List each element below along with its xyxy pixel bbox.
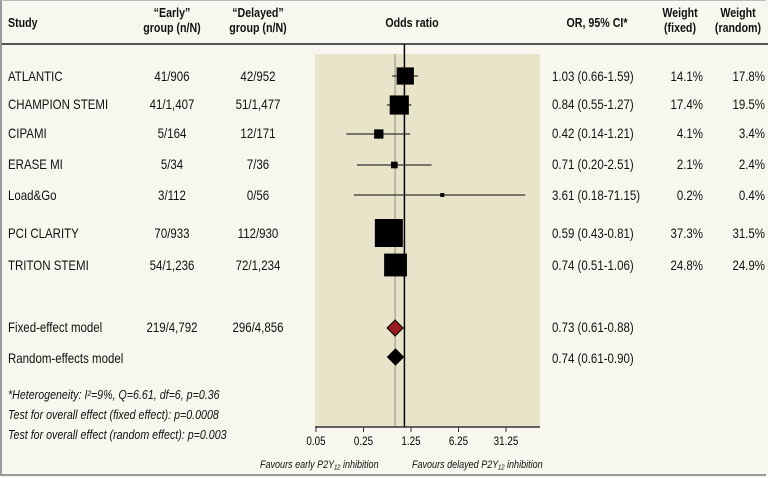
header-weight-random-line1: Weight (720, 5, 756, 20)
delayed-count: 0/56 (246, 187, 270, 203)
summary-model-name: Random-effects model (8, 350, 124, 366)
header-delayed-line2: group (n/N) (229, 20, 287, 35)
weight-fixed-value: 24.8% (670, 257, 703, 273)
study-marker (396, 67, 414, 85)
header-weight-fixed: Weight (fixed) (658, 5, 702, 35)
weight-random-value: 31.5% (732, 225, 765, 241)
early-count: 70/933 (154, 225, 190, 241)
x-tick-label: 1.25 (401, 435, 420, 448)
plot-background (315, 54, 540, 427)
study-marker (374, 219, 403, 247)
summary-delayed-count: 296/4,856 (232, 319, 284, 335)
summary-or-ci-value: 0.73 (0.61-0.88) (552, 319, 634, 335)
favours-early-label: Favours early P2Y₁₂ inhibition (260, 459, 379, 471)
early-count: 5/164 (157, 125, 187, 141)
delayed-count: 42/952 (240, 68, 276, 84)
delayed-count: 51/1,477 (235, 96, 281, 112)
header-weight-fixed-line2: (fixed) (664, 20, 696, 35)
weight-random-value: 3.4% (738, 125, 765, 141)
header-early: “Early” group (n/N) (139, 5, 205, 35)
or-ci-value: 0.71 (0.20-2.51) (552, 156, 634, 172)
weight-fixed-value: 14.1% (670, 68, 703, 84)
header-or-ci: OR, 95% CI* (566, 15, 628, 30)
x-tick-label: 0.25 (354, 435, 373, 448)
study-marker (389, 95, 409, 115)
weight-fixed-value: 4.1% (676, 125, 703, 141)
weight-random-value: 2.4% (738, 156, 765, 172)
or-ci-value: 1.03 (0.66-1.59) (552, 68, 634, 84)
early-count: 54/1,236 (149, 257, 195, 273)
study-name: Load&Go (8, 187, 57, 203)
x-tick-label: 31.25 (494, 435, 519, 448)
header-early-line2: group (n/N) (143, 20, 201, 35)
x-tick-label: 6.25 (449, 435, 468, 448)
weight-fixed-value: 17.4% (670, 96, 703, 112)
study-name: ERASE MI (8, 156, 63, 172)
header-divider (2, 43, 768, 45)
pooled-diamond (386, 348, 405, 366)
study-marker (440, 193, 445, 197)
delayed-count: 72/1,234 (235, 257, 281, 273)
header-weight-fixed-line1: Weight (662, 5, 698, 20)
summary-early-count: 219/4,792 (146, 319, 198, 335)
footnote-random-effect: Test for overall effect (random effect):… (8, 427, 227, 442)
weight-fixed-value: 37.3% (670, 225, 703, 241)
or-ci-value: 3.61 (0.18-71.15) (552, 187, 641, 203)
weight-random-value: 0.4% (738, 187, 765, 203)
study-marker (374, 129, 384, 139)
weight-random-value: 24.9% (732, 257, 765, 273)
or-ci-value: 0.74 (0.51-1.06) (552, 257, 634, 273)
x-tick-label: 0.05 (306, 435, 325, 448)
weight-fixed-value: 0.2% (676, 187, 703, 203)
footnote-heterogeneity: *Heterogeneity: I²=9%, Q=6.61, df=6, p=0… (8, 387, 220, 402)
summary-model-name: Fixed-effect model (8, 319, 103, 335)
study-name: CIPAMI (8, 125, 47, 141)
study-name: TRITON STEMI (8, 257, 89, 273)
header-delayed: “Delayed” group (n/N) (225, 5, 291, 35)
summary-or-ci-value: 0.74 (0.61-0.90) (552, 350, 634, 366)
early-count: 5/34 (160, 156, 184, 172)
favours-delayed-label: Favours delayed P2Y₁₂ inhibition (412, 459, 543, 471)
study-marker (390, 161, 398, 169)
study-name: CHAMPION STEMI (8, 96, 109, 112)
weight-fixed-value: 2.1% (676, 156, 703, 172)
header-delayed-line1: “Delayed” (232, 5, 284, 20)
study-marker (384, 253, 407, 277)
delayed-count: 12/171 (240, 125, 276, 141)
delayed-count: 7/36 (246, 156, 270, 172)
study-name: PCI CLARITY (8, 225, 79, 241)
header-weight-random: Weight (random) (713, 5, 762, 35)
pooled-diamond (386, 319, 404, 337)
header-study: Study (8, 15, 38, 30)
early-count: 41/1,407 (149, 96, 195, 112)
header-weight-random-line2: (random) (714, 20, 762, 35)
or-ci-value: 0.84 (0.55-1.27) (552, 96, 634, 112)
weight-random-value: 19.5% (732, 96, 765, 112)
header-odds-ratio: Odds ratio (385, 15, 439, 30)
header-early-line1: “Early” (153, 5, 191, 20)
early-count: 41/906 (154, 68, 190, 84)
early-count: 3/112 (158, 187, 186, 203)
footnote-fixed-effect: Test for overall effect (fixed effect): … (8, 407, 219, 422)
weight-random-value: 17.8% (732, 68, 765, 84)
delayed-count: 112/930 (237, 225, 279, 241)
or-ci-value: 0.59 (0.43-0.81) (552, 225, 634, 241)
study-name: ATLANTIC (8, 68, 63, 84)
or-ci-value: 0.42 (0.14-1.21) (552, 125, 634, 141)
